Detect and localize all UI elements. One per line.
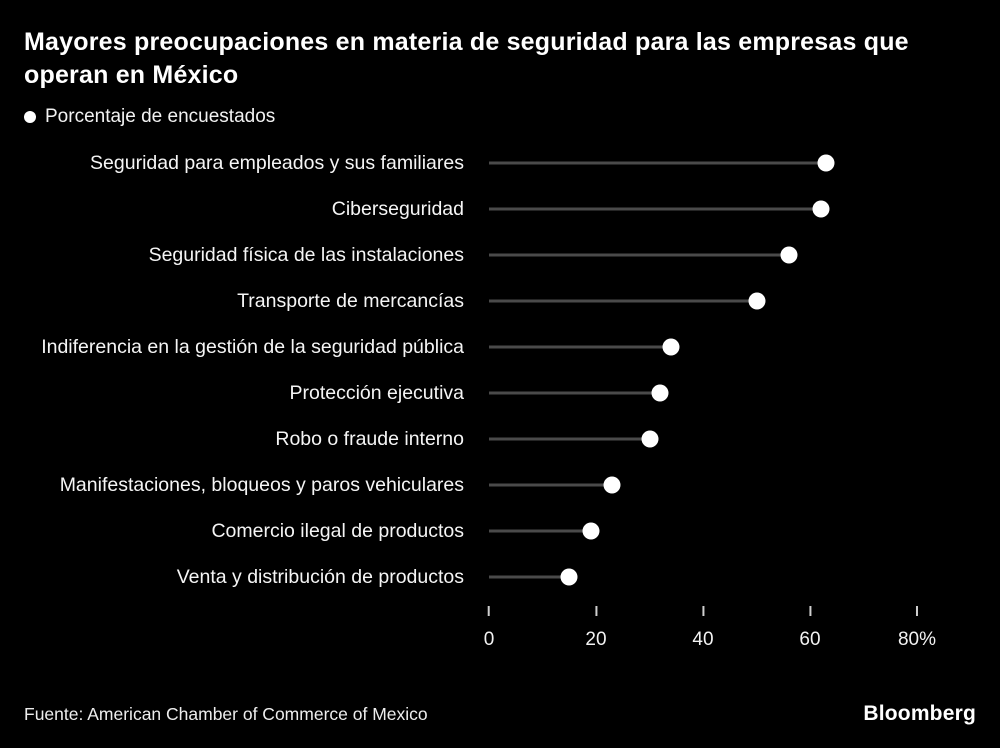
- category-label: Ciberseguridad: [331, 197, 464, 220]
- chart-track: [489, 508, 917, 554]
- category-label: Manifestaciones, bloqueos y paros vehicu…: [59, 473, 464, 496]
- value-dot: [582, 522, 600, 540]
- value-line: [489, 299, 757, 303]
- tick-label: 60: [799, 629, 821, 650]
- axis-tick: 40: [692, 606, 714, 651]
- axis-tick: 20: [585, 606, 607, 651]
- category-label: Seguridad para empleados y sus familiare…: [90, 151, 464, 174]
- category-label: Protección ejecutiva: [289, 381, 464, 404]
- tick-mark: [808, 606, 811, 616]
- value-line: [489, 161, 827, 165]
- value-line: [489, 207, 821, 211]
- value-line: [489, 437, 650, 441]
- value-line: [489, 253, 789, 257]
- chart-row: Transporte de mercancías: [24, 278, 976, 324]
- value-dot: [560, 568, 578, 586]
- axis-tick: 60: [799, 606, 821, 651]
- chart-row: Seguridad física de las instalaciones: [24, 232, 976, 278]
- category-label: Seguridad física de las instalaciones: [148, 243, 464, 266]
- value-dot: [817, 154, 835, 172]
- chart-row: Manifestaciones, bloqueos y paros vehicu…: [24, 462, 976, 508]
- value-line: [489, 391, 661, 395]
- chart-track: [489, 416, 917, 462]
- chart-track: [489, 370, 917, 416]
- value-dot: [603, 476, 621, 494]
- value-dot: [641, 430, 658, 448]
- chart-rows: Seguridad para empleados y sus familiare…: [24, 140, 976, 600]
- value-line: [489, 345, 671, 349]
- category-label: Venta y distribución de productos: [176, 565, 464, 588]
- axis-tick: 0: [483, 606, 495, 651]
- bloomberg-logo: Bloomberg: [863, 702, 976, 725]
- tick-label: 40: [692, 629, 714, 650]
- category-label: Robo o fraude interno: [275, 427, 464, 450]
- value-line: [489, 529, 591, 533]
- x-axis: 0 20 40 60 80%: [484, 606, 936, 664]
- chart-row: Protección ejecutiva: [24, 370, 976, 416]
- tick-label: 0: [483, 629, 495, 650]
- chart-row: Ciberseguridad: [24, 186, 976, 232]
- value-line: [489, 483, 613, 487]
- chart-title: Mayores preocupaciones en materia de seg…: [24, 28, 909, 89]
- tick-mark: [916, 606, 918, 616]
- tick-label: 80%: [897, 629, 937, 650]
- value-dot: [812, 200, 830, 218]
- value-line: [489, 575, 570, 579]
- tick-mark: [487, 606, 490, 616]
- value-dot: [651, 384, 669, 402]
- chart-row: Venta y distribución de productos: [24, 554, 976, 600]
- chart-track: [489, 324, 917, 370]
- value-dot: [662, 338, 680, 356]
- category-label: Transporte de mercancías: [237, 289, 464, 312]
- category-label: Comercio ilegal de productos: [211, 519, 464, 542]
- axis-tick: 80%: [898, 606, 936, 651]
- tick-mark: [594, 606, 597, 616]
- legend-label: Porcentaje de encuestados: [45, 106, 276, 127]
- chart-row: Robo o fraude interno: [24, 416, 976, 462]
- legend: Porcentaje de encuestados: [24, 106, 976, 128]
- tick-label: 20: [585, 629, 607, 650]
- legend-dot-icon: [24, 111, 36, 123]
- tick-mark: [701, 606, 704, 616]
- source-text: Fuente: American Chamber of Commerce of …: [24, 704, 428, 724]
- chart-track: [489, 462, 917, 508]
- chart-row: Indiferencia en la gestión de la segurid…: [24, 324, 976, 370]
- value-dot: [780, 246, 798, 264]
- chart-track: [489, 278, 917, 324]
- chart-track: [489, 140, 917, 186]
- footer: Fuente: American Chamber of Commerce of …: [24, 702, 976, 726]
- chart-row: Comercio ilegal de productos: [24, 508, 976, 554]
- chart-track: [489, 232, 917, 278]
- chart-track: [489, 186, 917, 232]
- value-dot: [748, 292, 765, 310]
- category-label: Indiferencia en la gestión de la segurid…: [41, 335, 464, 358]
- chart-row: Seguridad para empleados y sus familiare…: [24, 140, 976, 186]
- chart-track: [489, 554, 917, 600]
